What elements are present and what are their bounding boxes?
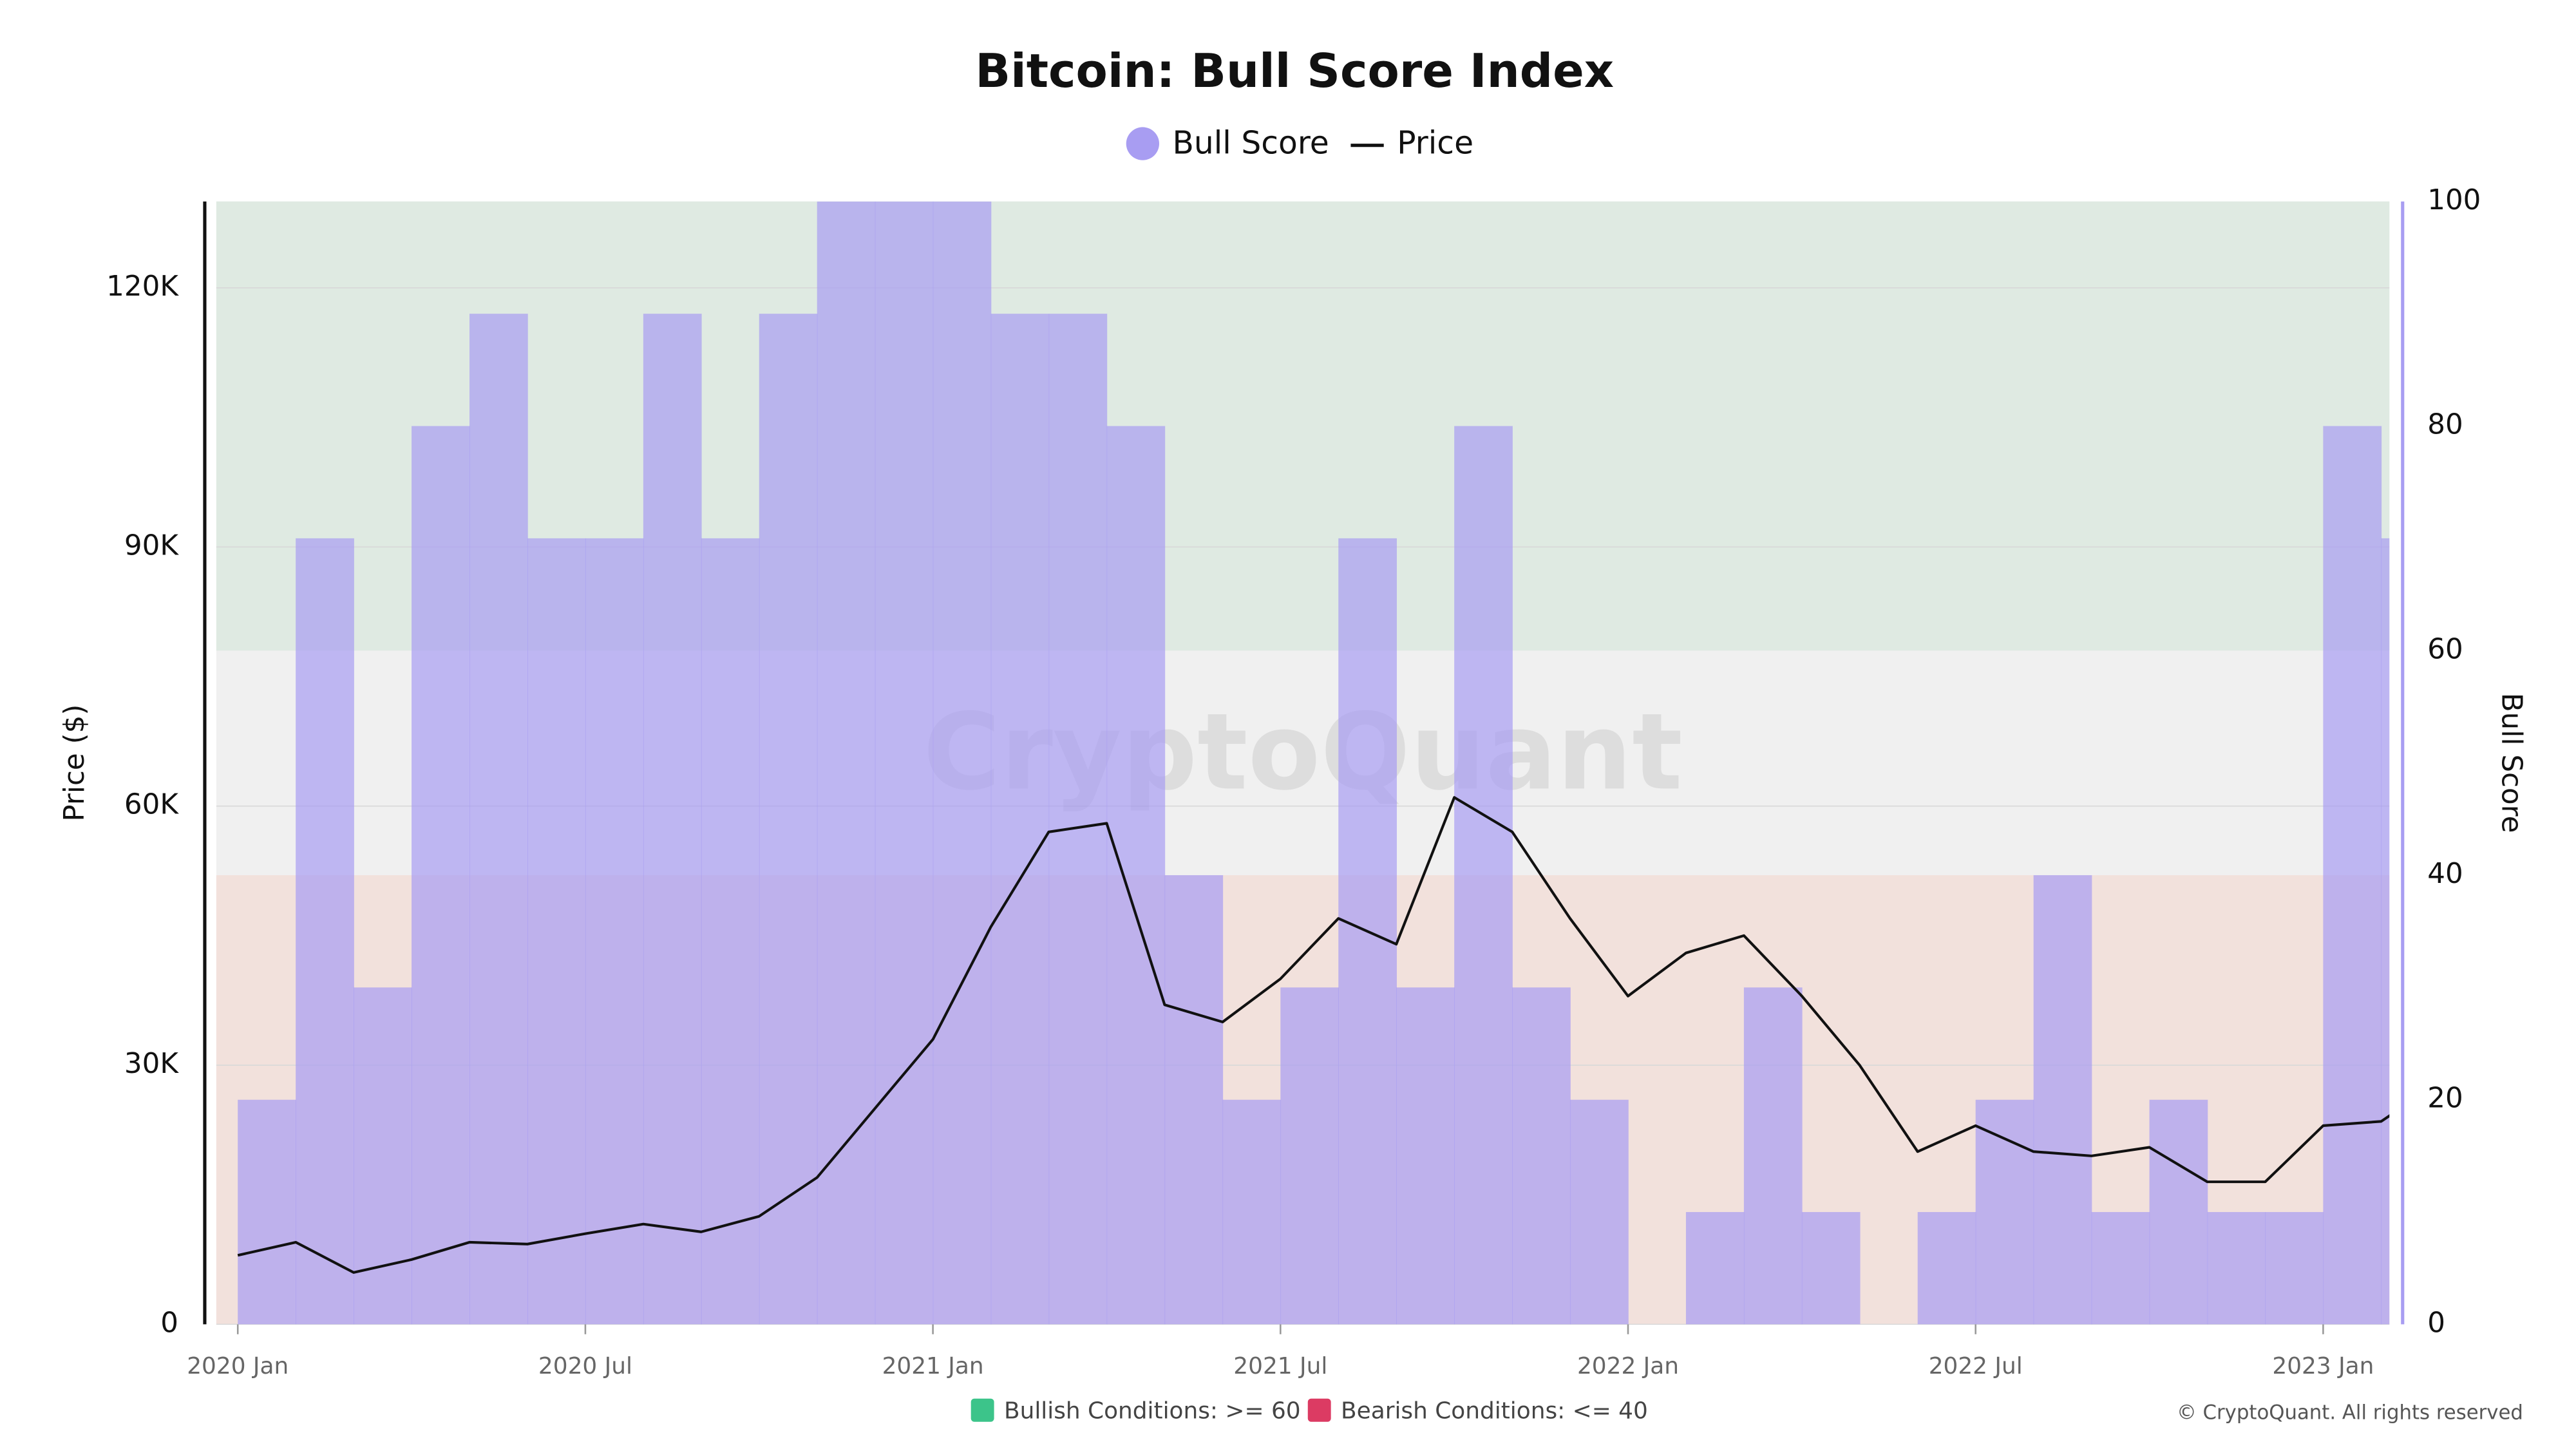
zone-legend-label: Bearish Conditions: <= 40 bbox=[1341, 1397, 1648, 1424]
y-tick-label: 30K bbox=[124, 1048, 179, 1080]
bull-score-bar bbox=[1743, 987, 1803, 1325]
y-tick-label: 60K bbox=[124, 789, 179, 821]
bull-score-bar bbox=[1917, 1212, 1976, 1325]
bull-score-bar bbox=[1396, 987, 1455, 1325]
bull-score-bar bbox=[469, 314, 528, 1325]
bull-score-bar bbox=[238, 1099, 296, 1325]
bull-score-bar bbox=[1454, 426, 1513, 1325]
bull-score-bar bbox=[2323, 426, 2382, 1325]
y2-tick-label: 80 bbox=[2427, 409, 2463, 441]
zone-legend-swatch bbox=[971, 1398, 994, 1422]
x-tick-label: 2020 Jul bbox=[538, 1353, 632, 1379]
legend-label: Price bbox=[1397, 126, 1473, 162]
plot-area bbox=[237, 201, 2390, 1325]
bull-score-bar bbox=[759, 314, 818, 1325]
bull-score-bar bbox=[1048, 314, 1108, 1325]
bull-score-bar bbox=[643, 314, 702, 1325]
x-tick-label: 2020 Jan bbox=[187, 1353, 289, 1379]
zone-legend-swatch bbox=[1307, 1398, 1331, 1422]
bull-score-bar bbox=[2033, 875, 2092, 1325]
chart-title: Bitcoin: Bull Score Index bbox=[975, 44, 1614, 98]
y2-tick-label: 0 bbox=[2427, 1307, 2445, 1339]
bull-score-bar bbox=[1106, 426, 1166, 1325]
bull-score-bar bbox=[1975, 1099, 2034, 1325]
bull-score-bar bbox=[1222, 1099, 1282, 1325]
bull-score-bar bbox=[817, 201, 876, 1325]
bull-score-bar bbox=[933, 201, 992, 1325]
legend-label: Bull Score bbox=[1173, 126, 1329, 162]
legend-swatch bbox=[1126, 127, 1159, 160]
bull-score-bar bbox=[2207, 1212, 2266, 1325]
bull-score-bar bbox=[1164, 875, 1224, 1325]
bull-score-bar bbox=[990, 314, 1050, 1325]
bull-score-bar bbox=[1512, 987, 1571, 1325]
y2-tick-label: 20 bbox=[2427, 1083, 2463, 1115]
bull-score-bar bbox=[354, 987, 412, 1325]
x-tick-label: 2021 Jan bbox=[882, 1353, 984, 1379]
x-tick-label: 2021 Jul bbox=[1233, 1353, 1327, 1379]
bull-score-bar bbox=[412, 426, 470, 1325]
y-tick-label: 120K bbox=[106, 270, 179, 303]
x-tick-label: 2022 Jul bbox=[1929, 1353, 2023, 1379]
credit: © CryptoQuant. All rights reserved bbox=[2177, 1401, 2523, 1424]
bull-score-bar bbox=[1570, 1099, 1629, 1325]
x-tick-label: 2023 Jan bbox=[2272, 1353, 2374, 1379]
zone-legend-label: Bullish Conditions: >= 60 bbox=[1004, 1397, 1301, 1424]
y-tick-label: 90K bbox=[124, 529, 179, 562]
bull-score-bar bbox=[2091, 1212, 2150, 1325]
x-tick-label: 2022 Jan bbox=[1577, 1353, 1679, 1379]
bull-score-bar bbox=[527, 538, 586, 1325]
bull-score-bar bbox=[2149, 1099, 2208, 1325]
bull-score-bar bbox=[1280, 987, 1340, 1325]
bull-score-bar bbox=[585, 538, 644, 1325]
bull-score-bar bbox=[2265, 1212, 2324, 1325]
bull-score-bar bbox=[875, 201, 934, 1325]
bull-score-bar bbox=[2381, 538, 2390, 1325]
bull-score-bar bbox=[1685, 1212, 1745, 1325]
y-axis-label: Price ($) bbox=[59, 705, 91, 822]
price-line bbox=[237, 796, 2390, 1274]
y2-tick-label: 100 bbox=[2427, 184, 2481, 216]
y-tick-label: 0 bbox=[160, 1307, 178, 1339]
bull-score-bar bbox=[701, 538, 760, 1325]
bull-score-bar bbox=[1801, 1212, 1861, 1325]
y2-axis-label: Bull Score bbox=[2495, 693, 2527, 833]
y2-tick-label: 60 bbox=[2427, 633, 2463, 665]
y2-tick-label: 40 bbox=[2427, 858, 2463, 890]
bull-score-bar bbox=[296, 538, 354, 1325]
